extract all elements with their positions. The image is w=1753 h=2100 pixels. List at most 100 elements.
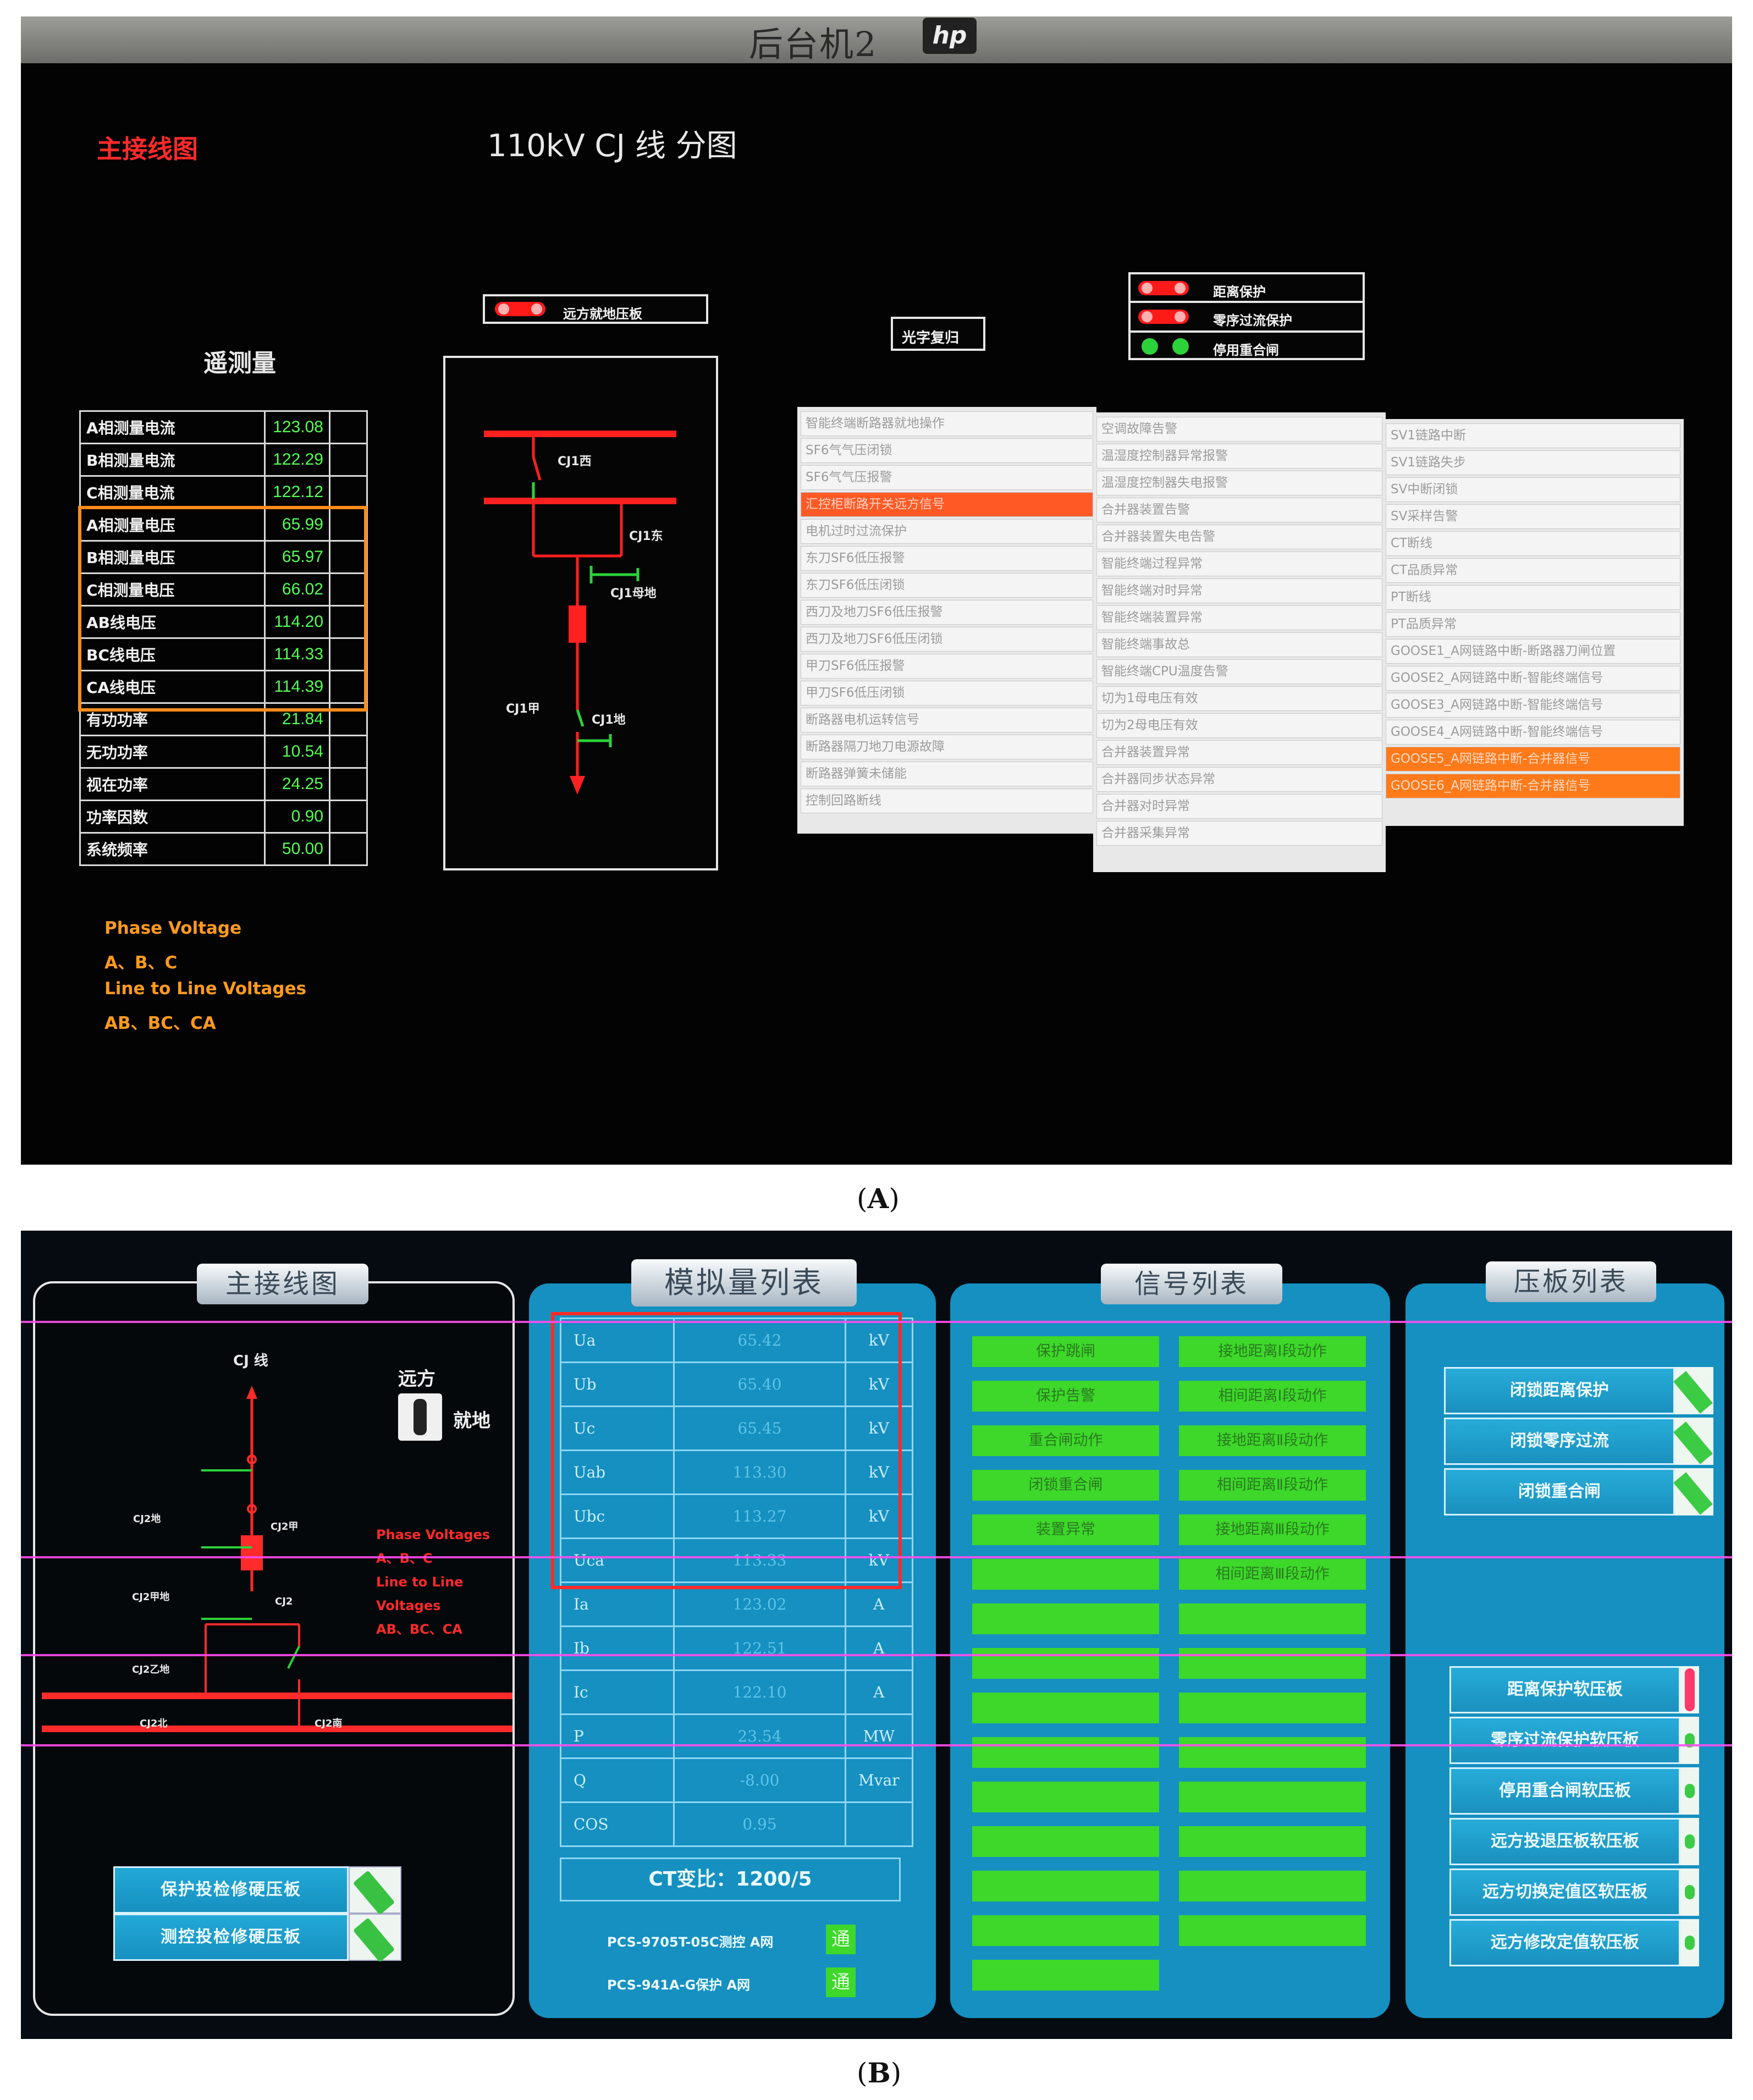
comm-label: PCS-9705T-05C测控 A网 xyxy=(607,1934,774,1950)
protection-label: 距离保护 xyxy=(1213,284,1266,300)
main-wiring-link[interactable]: 主接线图 xyxy=(97,134,198,164)
signal-indicator xyxy=(1179,1603,1366,1634)
signal-item: 空调故障告警 xyxy=(1096,417,1382,442)
diagram-label: CJ2南 xyxy=(315,1718,343,1729)
monitor-bezel xyxy=(21,16,1732,63)
wiring-diagram-svg xyxy=(42,1386,512,1732)
telemetry-label: 系统频率 xyxy=(79,832,266,866)
signal-indicator xyxy=(1179,1693,1366,1723)
analog-name: Ub xyxy=(560,1362,675,1407)
remote-local-plate[interactable]: 远方就地压板 xyxy=(483,294,708,324)
signal-item: 智能终端CPU温度告警 xyxy=(1096,659,1382,684)
scan-line xyxy=(21,1321,1732,1323)
signal-item: 切为2母电压有效 xyxy=(1096,713,1382,738)
analog-row: P 23.54 MW xyxy=(560,1713,913,1759)
title-analog: 模拟量列表 xyxy=(631,1259,857,1307)
analog-value: 65.42 xyxy=(673,1318,846,1363)
telemetry-spacer xyxy=(329,670,368,704)
signal-text: 接地距离Ⅰ段动作 xyxy=(1218,1343,1327,1360)
signal-indicator xyxy=(972,1826,1159,1857)
telemetry-label: A相测量电压 xyxy=(79,508,266,542)
reset-button[interactable]: 光字复归 xyxy=(891,317,985,351)
remote-local-switch[interactable] xyxy=(398,1393,442,1441)
analog-name: Ic xyxy=(560,1669,675,1715)
annotation-line: AB、BC、CA xyxy=(376,1622,462,1637)
telemetry-row: A相测量电流 123.08 xyxy=(79,410,368,444)
scan-line xyxy=(21,1744,1732,1746)
lock-plate-button[interactable]: 闭锁零序过流 xyxy=(1444,1418,1675,1465)
soft-plate-button[interactable]: 远方修改定值软压板 xyxy=(1449,1919,1680,1966)
telemetry-spacer xyxy=(329,637,368,671)
plate-state-icon[interactable] xyxy=(1680,1666,1699,1713)
annotation-line: A、B、C xyxy=(104,953,178,973)
annotation-block: Phase Voltages A、B、C Line to Line Voltag… xyxy=(376,1523,512,1641)
signal-indicator: 接地距离Ⅲ段动作 xyxy=(1179,1514,1366,1545)
telemetry-label: C相测量电压 xyxy=(79,572,266,607)
signal-text: 装置异常 xyxy=(1036,1521,1095,1538)
signal-item: 合并器装置失电告警 xyxy=(1096,525,1382,549)
measure-maintenance-plate[interactable]: 测控投检修硬压板 xyxy=(113,1914,349,1961)
signal-indicator: 相间距离Ⅲ段动作 xyxy=(1179,1559,1366,1590)
signal-item: SV中断闭锁 xyxy=(1386,477,1680,502)
analog-unit: Mvar xyxy=(845,1757,913,1803)
plate-state-mark xyxy=(1685,1834,1695,1849)
signal-text: 相间距离Ⅲ段动作 xyxy=(1215,1566,1330,1583)
soft-plate-button[interactable]: 距离保护软压板 xyxy=(1449,1666,1680,1713)
plate-state-icon[interactable] xyxy=(1680,1818,1699,1865)
caption-a: (A) xyxy=(857,1182,900,1215)
lock-plate-button[interactable]: 闭锁重合闸 xyxy=(1444,1468,1675,1515)
signal-item: 智能终端过程异常 xyxy=(1096,552,1382,576)
diagram-label: CJ2地 xyxy=(133,1513,161,1525)
signal-item: CT断线 xyxy=(1386,531,1680,556)
plate-key-icon[interactable] xyxy=(1675,1468,1713,1515)
plate-key-icon[interactable] xyxy=(1675,1418,1713,1465)
telemetry-value: 66.02 xyxy=(264,572,330,607)
analog-row: Ib 122.51 A xyxy=(560,1625,913,1671)
soft-plate-button[interactable]: 零序过流保护软压板 xyxy=(1449,1717,1680,1764)
plate-state-mark xyxy=(1685,1668,1695,1711)
signal-indicator: 相间距离Ⅱ段动作 xyxy=(1179,1470,1366,1501)
telemetry-spacer xyxy=(329,443,368,477)
signal-indicator xyxy=(972,1559,1159,1590)
analog-value: 23.54 xyxy=(673,1713,846,1759)
telemetry-value: 24.25 xyxy=(264,767,330,801)
protection-maintenance-plate[interactable]: 保护投检修硬压板 xyxy=(113,1866,349,1914)
telemetry-value: 10.54 xyxy=(264,735,330,769)
signal-item: GOOSE6_A网链路中断-合并器信号 xyxy=(1386,774,1680,798)
plate-key-icon[interactable] xyxy=(349,1866,401,1914)
soft-plate-button[interactable]: 远方切换定值区软压板 xyxy=(1449,1868,1680,1916)
reset-button-label: 光字复归 xyxy=(902,330,960,346)
signal-indicator: 闭锁重合闸 xyxy=(972,1470,1159,1501)
diagram-label: CJ1地 xyxy=(592,713,626,727)
analog-row: Q -8.00 Mvar xyxy=(560,1757,913,1803)
signal-item: 甲刀SF6低压闭锁 xyxy=(801,681,1093,705)
plate-state-icon[interactable] xyxy=(1680,1919,1699,1966)
comm-status-badge: 通 xyxy=(826,1925,856,1954)
plate-key-icon[interactable] xyxy=(349,1914,401,1961)
telemetry-spacer xyxy=(329,540,368,574)
lock-plate-button[interactable]: 闭锁距离保护 xyxy=(1444,1367,1675,1414)
reclose-dot-icon xyxy=(1142,338,1158,355)
telemetry-row: B相测量电压 65.97 xyxy=(79,540,368,574)
signal-item: 切为1母电压有效 xyxy=(1096,686,1382,711)
signal-text: 闭锁重合闸 xyxy=(1028,1476,1103,1493)
telemetry-label: BC线电压 xyxy=(79,637,266,671)
signal-item: 合并器装置异常 xyxy=(1096,740,1382,765)
telemetry-label: 功率因数 xyxy=(79,800,266,834)
signal-item: 合并器同步状态异常 xyxy=(1096,767,1382,792)
plate-state-icon[interactable] xyxy=(1680,1868,1699,1916)
title-wiring: 主接线图 xyxy=(197,1264,368,1304)
telemetry-value: 21.84 xyxy=(264,702,330,736)
annotation-line: Phase Voltage xyxy=(104,918,242,938)
signal-item: 智能终端装置异常 xyxy=(1096,605,1382,630)
scan-line xyxy=(21,1654,1732,1656)
soft-plate-button[interactable]: 停用重合闸软压板 xyxy=(1449,1767,1680,1815)
plate-key-icon[interactable] xyxy=(1675,1367,1713,1414)
plate-state-icon[interactable] xyxy=(1680,1767,1699,1815)
telemetry-label: AB线电压 xyxy=(79,605,266,639)
telemetry-row: AB线电压 114.20 xyxy=(79,605,368,639)
plate-state-icon[interactable] xyxy=(1680,1717,1699,1764)
telemetry-row: 功率因数 0.90 xyxy=(79,800,368,834)
soft-plate-button[interactable]: 远方投退压板软压板 xyxy=(1449,1818,1680,1865)
signal-list-1: 智能终端断路器就地操作 SF6气气压闭锁 SF6气气压报警 汇控柜断路开关远方信号 电机… xyxy=(797,407,1096,834)
